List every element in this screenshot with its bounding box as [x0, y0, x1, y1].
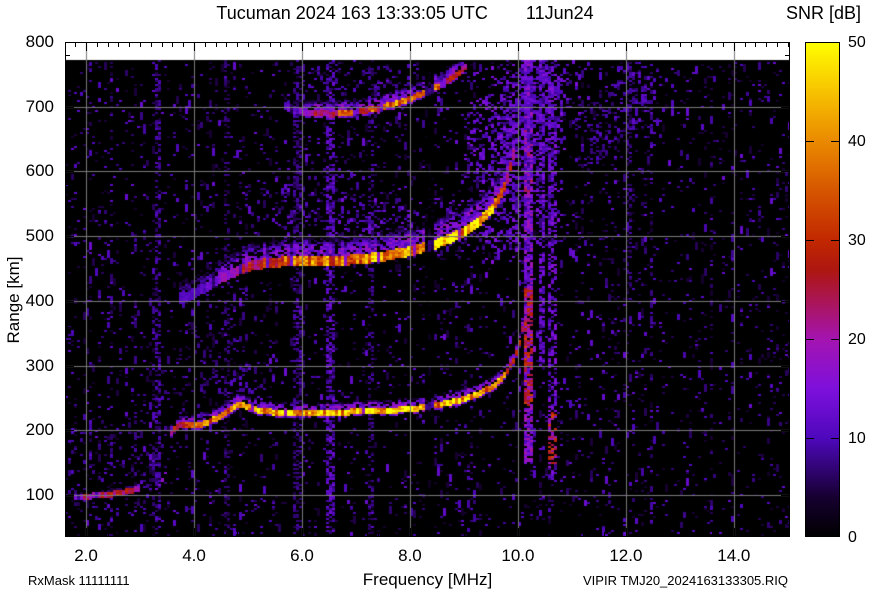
ionogram-heatmap-canvas	[65, 42, 790, 537]
y-tick-label: 500	[25, 226, 54, 246]
x-tick-label: 12.0	[609, 546, 643, 565]
y-tick-label: 600	[25, 161, 54, 181]
x-tick-label: 14.0	[717, 546, 751, 565]
colorbar-tick-label: 10	[848, 430, 866, 447]
y-tick-label: 400	[25, 290, 54, 310]
colorbar-tick-label: 50	[848, 34, 866, 51]
y-axis-label: Range [km]	[4, 256, 23, 344]
x-tick-label: 4.0	[182, 546, 206, 565]
colorbar-title: SNR [dB]	[786, 3, 862, 23]
x-axis-label: Frequency [MHz]	[362, 570, 493, 589]
colorbar-tick-label: 20	[848, 331, 866, 348]
colorbar-gradient	[805, 42, 840, 537]
source-file-label: VIPIR TMJ20_2024163133305.RIQ	[583, 573, 789, 588]
colorbar-tick-label: 30	[848, 232, 866, 249]
x-tick-label: 8.0	[398, 546, 422, 565]
x-tick-label: 10.0	[501, 546, 535, 565]
colorbar-tick-label: 40	[848, 133, 866, 150]
y-tick-label: 800	[25, 32, 54, 51]
y-tick-label: 200	[25, 420, 54, 440]
x-tick-label: 6.0	[290, 546, 314, 565]
rxmask-label: RxMask 11111111	[28, 573, 130, 588]
date-label: 11Jun24	[525, 3, 594, 23]
x-tick-label: 2.0	[74, 546, 98, 565]
y-tick-label: 700	[25, 96, 54, 116]
y-tick-label: 100	[25, 484, 54, 504]
colorbar-tick-label: 0	[848, 529, 857, 546]
figure-title-row: Tucuman 2024 163 13:33:05 UTC 11Jun24	[0, 3, 810, 24]
station-title: Tucuman 2024 163 13:33:05 UTC	[216, 3, 488, 23]
y-tick-label: 300	[25, 355, 54, 375]
